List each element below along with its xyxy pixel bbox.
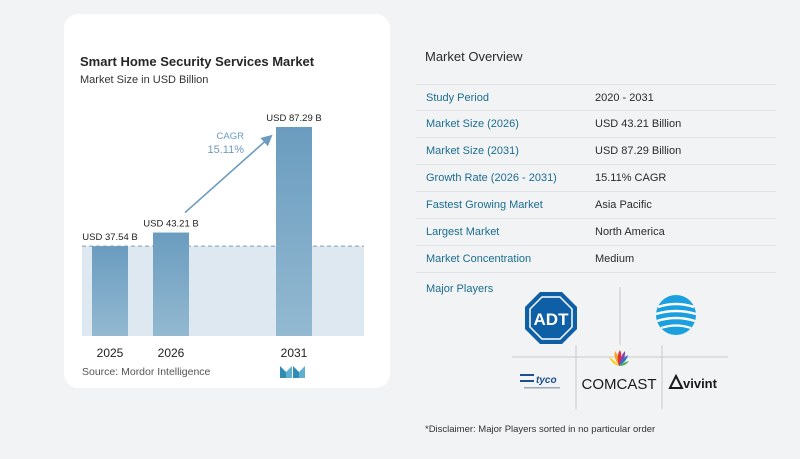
vivint-logo-icon: vivint (668, 373, 718, 391)
overview-row: Growth Rate (2026 - 2031) 15.11% CAGR (416, 165, 776, 192)
overview-label: Market Size (2031) (426, 145, 519, 157)
overview-row: Study Period 2020 - 2031 (416, 84, 776, 111)
overview-row: Market Concentration Medium (416, 246, 776, 273)
chart-title: Smart Home Security Services Market (80, 54, 315, 69)
overview-label: Market Size (2026) (426, 118, 519, 130)
chart-subtitle: Market Size in USD Billion (80, 74, 209, 86)
bar-data-label: USD 37.54 B (82, 232, 137, 243)
overview-row: Market Size (2031) USD 87.29 Billion (416, 138, 776, 165)
overview-label: Study Period (426, 92, 489, 104)
overview-value: 15.11% CAGR (595, 172, 667, 184)
reference-band (82, 246, 364, 336)
overview-label: Market Concentration (426, 253, 532, 265)
overview-row: Market Size (2026) USD 43.21 Billion (416, 111, 776, 138)
chart-card: USD 37.54 B USD 43.21 B USD 87.29 B 2025 20… (64, 14, 390, 388)
bar-data-label: USD 87.29 B (266, 113, 321, 124)
tyco-logo-icon: tyco (520, 374, 560, 389)
bar-data-label: USD 43.21 B (143, 219, 198, 230)
overview-value: USD 43.21 Billion (595, 118, 682, 130)
major-players-title: Major Players (426, 283, 494, 295)
cagr-arrow (184, 134, 273, 214)
overview-value: Medium (595, 253, 635, 265)
x-tick-label: 2026 (158, 346, 185, 360)
source-text: Source: Mordor Intelligence (82, 366, 211, 378)
overview-row: Fastest Growing Market Asia Pacific (416, 192, 776, 219)
overview-label: Growth Rate (2026 - 2031) (426, 172, 557, 184)
overview-value: Asia Pacific (595, 199, 652, 211)
vivint-logo-text: vivint (683, 376, 718, 391)
x-tick-label: 2031 (281, 346, 308, 360)
market-overview-table: Study Period 2020 - 2031 Market Size (20… (416, 84, 776, 273)
att-globe-logo-icon (655, 295, 697, 335)
comcast-peacock-logo-icon: COMCAST (582, 350, 657, 393)
bar-2026 (153, 232, 189, 336)
adt-logo-text: ADT (534, 310, 570, 329)
overview-value: 2020 - 2031 (595, 92, 654, 104)
mordor-intelligence-logo-icon (280, 366, 305, 378)
market-overview-title: Market Overview (425, 49, 523, 64)
overview-value: USD 87.29 Billion (595, 145, 682, 157)
major-players-grid: ADT tyco COMCAST vivint (512, 287, 728, 409)
cagr-label: CAGR (217, 131, 245, 142)
disclaimer-text: *Disclaimer: Major Players sorted in no … (425, 424, 656, 435)
overview-row: Largest Market North America (416, 219, 776, 246)
tyco-logo-text: tyco (536, 375, 557, 386)
x-tick-label: 2025 (97, 346, 124, 360)
overview-label: Largest Market (426, 226, 500, 238)
overview-label: Fastest Growing Market (426, 199, 543, 211)
overview-value: North America (595, 226, 665, 238)
adt-logo-icon: ADT (525, 292, 577, 344)
bar-chart: USD 37.54 B USD 43.21 B USD 87.29 B 2025 20… (82, 113, 364, 360)
comcast-logo-text: COMCAST (582, 376, 657, 393)
bar-2025 (92, 246, 128, 336)
cagr-value: 15.11% (208, 144, 245, 156)
bar-2031 (276, 127, 312, 336)
